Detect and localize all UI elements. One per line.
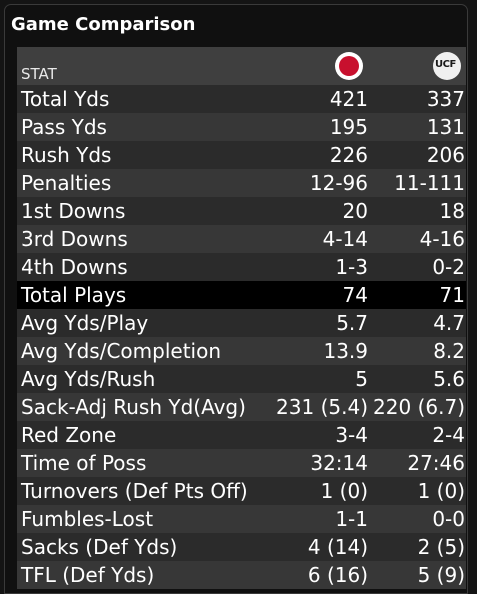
team-a-value: 3-4 <box>335 423 368 447</box>
stat-name: Time of Poss <box>21 451 147 475</box>
table-row: Avg Yds/Completion 13.9 8.2 <box>17 337 466 365</box>
team-b-value: 4-16 <box>419 227 465 251</box>
team-a-value: 421 <box>329 87 368 111</box>
stat-name: TFL (Def Yds) <box>21 563 155 587</box>
team-a-value: 13.9 <box>323 339 368 363</box>
team-b-value: 337 <box>426 87 465 111</box>
stat-name: Fumbles-Lost <box>21 507 154 531</box>
ucf-logo-icon <box>433 52 461 80</box>
table-row: Avg Yds/Play 5.7 4.7 <box>17 309 466 337</box>
team-b-value: 11-111 <box>394 171 465 195</box>
comparison-table: STAT Total Yds 421 337 Pass Yds 195 131 … <box>17 47 466 589</box>
table-row: 1st Downs 20 18 <box>17 197 466 225</box>
team-b-value: 71 <box>439 283 465 307</box>
team-b-value: 220 (6.7) <box>373 395 465 419</box>
stat-name: Rush Yds <box>21 143 112 167</box>
team-a-value: 1 (0) <box>320 479 368 503</box>
table-row: 4th Downs 1-3 0-2 <box>17 253 466 281</box>
team-a-value: 5 <box>355 367 368 391</box>
stat-name: Penalties <box>21 171 112 195</box>
team-a-value: 4 (14) <box>307 535 368 559</box>
stat-column-header: STAT <box>21 65 57 83</box>
team-a-value: 32:14 <box>310 451 368 475</box>
table-row: Sacks (Def Yds) 4 (14) 2 (5) <box>17 533 466 561</box>
team-b-value: 0-2 <box>432 255 465 279</box>
stat-name: 1st Downs <box>21 199 126 223</box>
table-row: Total Yds 421 337 <box>17 85 466 113</box>
table-row: Red Zone 3-4 2-4 <box>17 421 466 449</box>
stat-name: Total Plays <box>21 283 127 307</box>
team-a-value: 6 (16) <box>307 563 368 587</box>
table-row: Turnovers (Def Pts Off) 1 (0) 1 (0) <box>17 477 466 505</box>
team-b-value: 8.2 <box>433 339 465 363</box>
team-a-value: 5.7 <box>336 311 368 335</box>
team-b-value: 4.7 <box>433 311 465 335</box>
team-b-value: 2 (5) <box>417 535 465 559</box>
table-row: Pass Yds 195 131 <box>17 113 466 141</box>
stat-name: Turnovers (Def Pts Off) <box>21 479 248 503</box>
table-row: Sack-Adj Rush Yd(Avg) 231 (5.4) 220 (6.7… <box>17 393 466 421</box>
stat-name: Avg Yds/Completion <box>21 339 222 363</box>
stat-name: 3rd Downs <box>21 227 128 251</box>
table-row: Fumbles-Lost 1-1 0-0 <box>17 505 466 533</box>
table-row: 3rd Downs 4-14 4-16 <box>17 225 466 253</box>
team-a-value: 20 <box>342 199 368 223</box>
stat-name: Avg Yds/Rush <box>21 367 156 391</box>
team-b-value: 27:46 <box>407 451 465 475</box>
team-a-value: 195 <box>329 115 368 139</box>
team-b-value: 18 <box>439 199 465 223</box>
table-header: STAT <box>17 47 466 85</box>
team-b-value: 0-0 <box>432 507 465 531</box>
team-b-value: 5.6 <box>433 367 465 391</box>
team-a-value: 4-14 <box>322 227 368 251</box>
table-row-highlighted: Total Plays 74 71 <box>17 281 466 309</box>
louisville-cardinal-logo-icon <box>335 52 363 80</box>
team-a-value: 1-3 <box>335 255 368 279</box>
team-b-value: 131 <box>426 115 465 139</box>
team-a-value: 226 <box>329 143 368 167</box>
table-row: Avg Yds/Rush 5 5.6 <box>17 365 466 393</box>
team-a-value: 74 <box>342 283 368 307</box>
stat-name: 4th Downs <box>21 255 128 279</box>
team-b-value: 206 <box>426 143 465 167</box>
team-a-value: 1-1 <box>335 507 368 531</box>
team-a-value: 12-96 <box>309 171 368 195</box>
stat-name: Total Yds <box>21 87 110 111</box>
table-row: TFL (Def Yds) 6 (16) 5 (9) <box>17 561 466 589</box>
panel-title: Game Comparison <box>11 14 196 35</box>
team-a-value: 231 (5.4) <box>276 395 368 419</box>
stat-name: Sacks (Def Yds) <box>21 535 178 559</box>
table-row: Rush Yds 226 206 <box>17 141 466 169</box>
stat-name: Avg Yds/Play <box>21 311 149 335</box>
table-row: Penalties 12-96 11-111 <box>17 169 466 197</box>
team-b-value: 5 (9) <box>417 563 465 587</box>
stat-name: Sack-Adj Rush Yd(Avg) <box>21 395 246 419</box>
game-comparison-panel: Game Comparison STAT Total Yds 421 337 P… <box>4 4 468 594</box>
team-b-value: 1 (0) <box>417 479 465 503</box>
team-b-value: 2-4 <box>432 423 465 447</box>
table-row: Time of Poss 32:14 27:46 <box>17 449 466 477</box>
stat-name: Red Zone <box>21 423 117 447</box>
stat-name: Pass Yds <box>21 115 107 139</box>
